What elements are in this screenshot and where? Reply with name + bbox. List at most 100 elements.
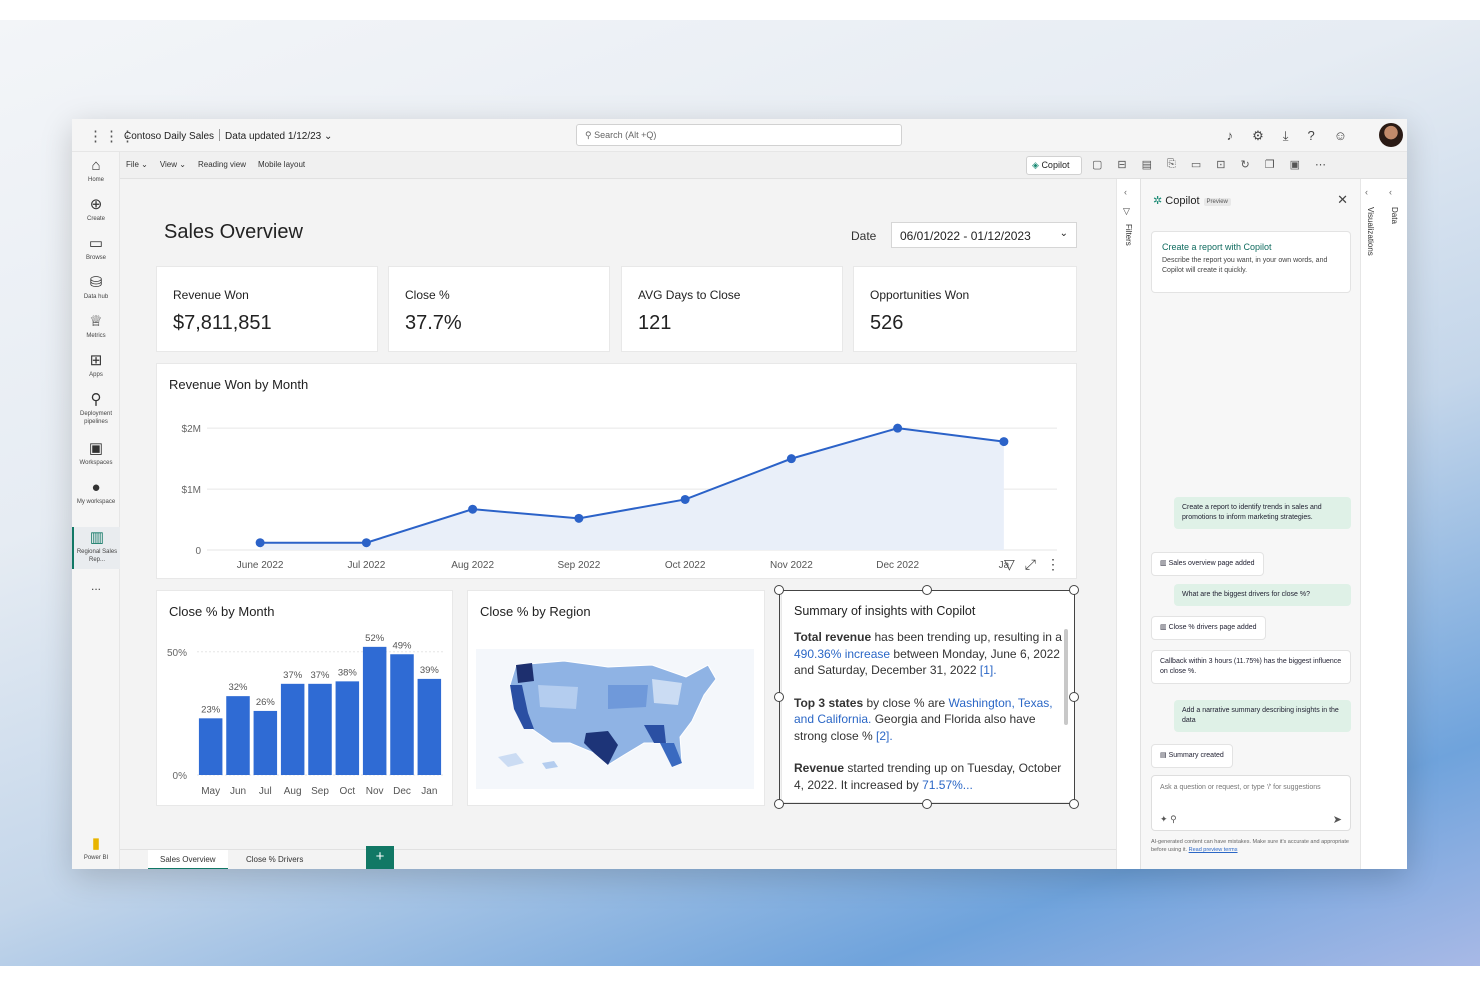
resize-handle[interactable] (1069, 692, 1079, 702)
menu-file[interactable]: File ⌄ (126, 160, 148, 169)
share-icon[interactable]: ⎘ (1167, 158, 1176, 170)
menu-mobile-layout[interactable]: Mobile layout (258, 160, 306, 169)
citation-link[interactable]: [2]. (876, 728, 893, 743)
rail-item-create[interactable]: ⊕ Create (72, 196, 120, 223)
chevron-left-icon[interactable]: ‹ (1365, 187, 1368, 197)
rail-item-metrics[interactable]: ♕ Metrics (72, 313, 120, 340)
revenue-chart-card[interactable]: Revenue Won by Month 0 $1M $2M June 2022 Jul… (156, 363, 1077, 579)
chevron-left-icon[interactable]: ‹ (1124, 187, 1127, 197)
bar (308, 683, 332, 775)
sparkle-icon[interactable]: ✦ (1160, 814, 1168, 824)
menu-reading-view[interactable]: Reading view (197, 160, 246, 169)
search-input[interactable]: ⚲ Search (Alt +Q) (576, 124, 902, 146)
resize-handle[interactable] (774, 585, 784, 595)
more-options-icon[interactable]: ⋯ (1314, 159, 1326, 171)
chevron-left-icon[interactable]: ‹ (1389, 187, 1392, 197)
bot-message-text: Sales overview page added (1168, 560, 1255, 567)
rail-item-workspaces[interactable]: ▣ Workspaces (72, 440, 120, 467)
view-icon[interactable]: ⊟ (1117, 159, 1127, 171)
copilot-button[interactable]: ◈ Copilot (1026, 156, 1082, 175)
page-icon: ▥ (1160, 624, 1169, 631)
focus-mode-icon[interactable]: ⤢ (1024, 556, 1036, 572)
copilot-summary-card[interactable]: Summary of insights with Copilot Total r… (781, 590, 1075, 803)
summary-link[interactable]: 490.36% increase (794, 646, 891, 661)
comment-icon[interactable]: ▢ (1092, 159, 1103, 171)
disclaimer-text: AI-generated content can have mistakes. … (1151, 839, 1349, 853)
more-options-icon[interactable]: ⋮ (1045, 556, 1060, 572)
summary-link[interactable]: 71.57%... (922, 777, 973, 792)
side-panes-collapsed: ‹ Visualizations ‹ Data (1360, 179, 1407, 869)
add-page-button[interactable]: + (366, 846, 394, 869)
rail-item-home[interactable]: ⌂ Home (72, 157, 120, 184)
app-launcher-icon[interactable]: ⋮⋮⋮ (88, 128, 136, 145)
filters-pane-collapsed[interactable]: ‹ ▽ Filters (1116, 179, 1140, 869)
tab-close-drivers[interactable]: Close % Drivers (246, 855, 304, 864)
filters-label: Filters (1124, 224, 1133, 246)
rail-label: Deployment pipelines (79, 411, 112, 425)
help-icon[interactable]: ? (1307, 128, 1315, 143)
export-icon[interactable]: ⊡ (1216, 159, 1226, 171)
present-icon[interactable]: ▭ (1190, 159, 1202, 171)
copy-icon[interactable]: ❐ (1264, 159, 1275, 171)
resize-handle[interactable] (922, 799, 932, 809)
bot-message[interactable]: ▤ Summary created (1151, 744, 1233, 768)
menu-view[interactable]: View ⌄ (159, 160, 186, 169)
rail-item-regional-sales[interactable]: ▥ Regional Sales Rep... (72, 527, 120, 569)
data-point (255, 538, 265, 548)
resize-handle[interactable] (1069, 585, 1079, 595)
resize-handle[interactable] (774, 799, 784, 809)
data-label: 39% (420, 665, 440, 676)
close-pct-chart-card[interactable]: Close % by Month 0% 50% 23% May 32% Jun 26% Jul… (156, 590, 453, 806)
visualizations-pane-tab[interactable]: Visualizations (1366, 207, 1375, 256)
resize-handle[interactable] (1069, 799, 1079, 809)
copilot-starter-card[interactable]: Create a report with Copilot Describe th… (1151, 231, 1351, 293)
report-name: Contoso Daily Sales (124, 131, 215, 142)
bell-icon[interactable]: ♪ (1226, 128, 1234, 143)
copilot-input[interactable]: Ask a question or request, or type '/' f… (1151, 775, 1351, 831)
save-icon[interactable]: ▣ (1289, 159, 1300, 171)
summary-scrollbar[interactable] (1064, 629, 1068, 725)
database-icon: ⛁ (89, 274, 103, 291)
avatar[interactable] (1379, 123, 1403, 147)
kpi-card-revenue[interactable]: Revenue Won $7,811,851 (156, 266, 378, 352)
report-title[interactable]: Contoso Daily Sales Data updated 1/12/23 … (124, 129, 332, 142)
x-tick-label: Oct (340, 786, 356, 797)
summary-emphasis: Revenue (794, 761, 845, 775)
rail-item-deployment[interactable]: ⚲ Deployment pipelines (72, 391, 120, 426)
preview-terms-link[interactable]: Read preview terms (1188, 847, 1238, 853)
citation-link[interactable]: [1]. (979, 663, 997, 677)
kpi-card-close-pct[interactable]: Close % 37.7% (388, 266, 610, 352)
resize-handle[interactable] (922, 585, 932, 595)
attach-icon[interactable]: ⚲ (1170, 814, 1177, 824)
note-icon[interactable]: ▤ (1141, 159, 1153, 171)
filter-icon[interactable]: ▽ (1004, 556, 1015, 572)
download-icon[interactable]: ⤓ (1282, 128, 1289, 143)
rail-item-browse[interactable]: ▭ Browse (72, 235, 120, 262)
kpi-card-avg-days[interactable]: AVG Days to Close 121 (621, 266, 843, 352)
resize-handle[interactable] (774, 692, 784, 702)
tab-sales-overview[interactable]: Sales Overview (148, 850, 228, 869)
region-map-card[interactable]: Close % by Region (467, 590, 765, 806)
feedback-icon[interactable]: ☺ (1333, 128, 1347, 143)
filter-icon: ▽ (1123, 206, 1130, 216)
kpi-card-opportunities[interactable]: Opportunities Won 526 (853, 266, 1077, 352)
summary-text: between Monday, June 6, 2022 and Saturda… (794, 646, 1060, 678)
rail-item-more[interactable]: ... (72, 580, 120, 592)
rail-item-powerbi[interactable]: ▮ Power BI (72, 835, 120, 862)
refresh-icon[interactable]: ↻ (1240, 159, 1250, 171)
send-icon[interactable]: ➤ (1332, 814, 1342, 826)
data-pane-tab[interactable]: Data (1390, 207, 1399, 224)
left-nav-rail: ⌂ Home ⊕ Create ▭ Browse ⛁ Data hub ♕ Metrics… (72, 152, 120, 869)
bot-message[interactable]: ▥ Close % drivers page added (1151, 616, 1266, 640)
gear-icon[interactable]: ⚙ (1252, 128, 1264, 143)
bot-message[interactable]: ▥ Sales overview page added (1151, 552, 1264, 576)
date-slicer[interactable]: 06/01/2022 - 01/12/2023 ⌄ (891, 222, 1077, 248)
rail-item-datahub[interactable]: ⛁ Data hub (72, 274, 120, 301)
rail-item-my-workspace[interactable]: ● My workspace (72, 479, 120, 506)
close-icon[interactable]: ✕ (1337, 192, 1348, 207)
bar (390, 654, 414, 775)
summary-link[interactable]: Washington, Texas, and California. (794, 695, 1053, 727)
copilot-title: Copilot (1165, 195, 1200, 207)
rail-item-apps[interactable]: ⊞ Apps (72, 352, 120, 379)
page-icon: ▥ (1160, 560, 1169, 567)
